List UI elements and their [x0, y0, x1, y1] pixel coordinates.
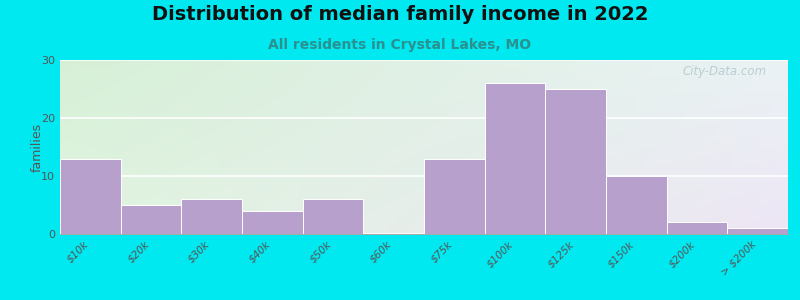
Bar	[666, 222, 727, 234]
Y-axis label: families: families	[30, 122, 43, 172]
Bar	[424, 159, 485, 234]
Bar	[121, 205, 182, 234]
Bar	[60, 159, 121, 234]
Bar	[302, 199, 363, 234]
Bar	[242, 211, 302, 234]
Bar	[182, 199, 242, 234]
Text: All residents in Crystal Lakes, MO: All residents in Crystal Lakes, MO	[269, 38, 531, 52]
Text: City-Data.com: City-Data.com	[682, 65, 766, 78]
Bar	[606, 176, 666, 234]
Bar	[546, 89, 606, 234]
Bar	[485, 83, 546, 234]
Bar	[727, 228, 788, 234]
Text: Distribution of median family income in 2022: Distribution of median family income in …	[152, 4, 648, 23]
